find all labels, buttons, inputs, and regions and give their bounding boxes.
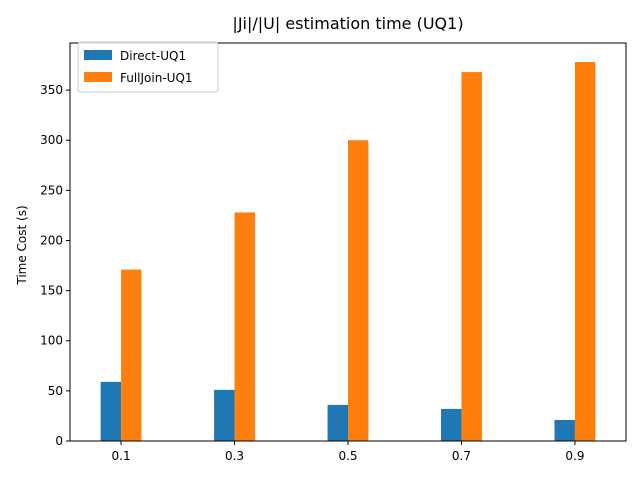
bar-fulljoin-0.7 (461, 72, 482, 441)
bar-direct-0.5 (327, 404, 348, 441)
x-tick-label: 0.5 (338, 449, 357, 463)
y-tick-label: 350 (40, 83, 63, 97)
y-tick-label: 300 (40, 133, 63, 147)
legend-swatch-direct (84, 50, 112, 60)
x-tick-label: 0.9 (565, 449, 584, 463)
bar-direct-0.3 (214, 389, 235, 441)
y-tick-label: 100 (40, 334, 63, 348)
y-tick-label: 150 (40, 284, 63, 298)
bar-direct-0.7 (441, 408, 462, 441)
y-tick-label: 0 (55, 434, 63, 448)
legend-box (77, 41, 219, 93)
legend-label-fulljoin: FullJoin-UQ1 (120, 71, 193, 85)
y-tick-label: 50 (48, 384, 63, 398)
legend-swatch-fulljoin (84, 72, 112, 82)
legend: Direct-UQ1 FullJoin-UQ1 (77, 41, 219, 93)
bar-direct-0.1 (100, 381, 122, 441)
plot-area: 0 50 100 150 200 250 300 350 0.1 0.3 0.5 0.7 0.9 (40, 42, 627, 463)
y-tick-label: 200 (40, 233, 63, 247)
x-tick-label: 0.1 (112, 449, 131, 463)
x-tick-label: 0.7 (452, 449, 471, 463)
x-tick-label: 0.3 (225, 449, 244, 463)
y-tick-label: 250 (40, 183, 63, 197)
y-axis-label: Time Cost (s) (15, 205, 29, 285)
bar-fulljoin-0.1 (121, 269, 142, 441)
legend-label-direct: Direct-UQ1 (120, 49, 186, 63)
bar-direct-0.9 (554, 419, 575, 441)
bar-fulljoin-0.3 (234, 212, 255, 441)
bar-fulljoin-0.5 (348, 140, 369, 442)
chart-title: |Ji|/|U| estimation time (UQ1) (232, 14, 463, 33)
bar-fulljoin-0.9 (574, 62, 596, 442)
